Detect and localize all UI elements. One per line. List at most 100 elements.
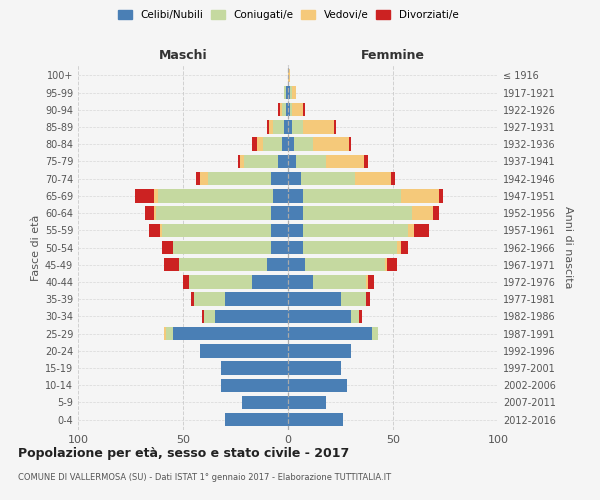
Bar <box>387 258 397 272</box>
Bar <box>305 258 385 272</box>
Bar <box>240 154 244 168</box>
Text: Femmine: Femmine <box>361 50 425 62</box>
Bar <box>292 86 296 100</box>
Bar <box>397 241 401 254</box>
Bar <box>200 344 288 358</box>
Bar <box>271 172 288 186</box>
Bar <box>200 172 208 186</box>
Bar <box>183 275 189 288</box>
Bar <box>351 310 359 323</box>
Bar <box>288 292 341 306</box>
Bar <box>164 258 179 272</box>
Bar <box>366 292 370 306</box>
Bar <box>401 189 439 202</box>
Bar <box>412 206 433 220</box>
Bar <box>158 189 274 202</box>
Bar <box>303 206 412 220</box>
Bar <box>401 241 408 254</box>
Legend: Celibi/Nubili, Coniugati/e, Vedovi/e, Divorziati/e: Celibi/Nubili, Coniugati/e, Vedovi/e, Di… <box>115 8 461 22</box>
Bar <box>154 206 155 220</box>
Bar <box>164 327 166 340</box>
Bar <box>433 206 439 220</box>
Bar <box>284 86 286 100</box>
Bar <box>173 327 288 340</box>
Bar <box>225 292 288 306</box>
Bar <box>288 224 303 237</box>
Bar <box>202 310 204 323</box>
Text: COMUNE DI VALLERMOSA (SU) - Dati ISTAT 1° gennaio 2017 - Elaborazione TUTTITALIA: COMUNE DI VALLERMOSA (SU) - Dati ISTAT 1… <box>18 472 391 482</box>
Bar <box>204 310 215 323</box>
Bar <box>288 120 292 134</box>
Bar <box>292 120 303 134</box>
Bar <box>303 103 305 117</box>
Bar <box>290 103 292 117</box>
Bar <box>238 154 240 168</box>
Y-axis label: Anni di nascita: Anni di nascita <box>563 206 572 289</box>
Bar <box>385 258 387 272</box>
Bar <box>271 224 288 237</box>
Y-axis label: Fasce di età: Fasce di età <box>31 214 41 280</box>
Text: Maschi: Maschi <box>158 50 208 62</box>
Bar <box>277 154 288 168</box>
Bar <box>295 138 313 151</box>
Bar <box>326 154 364 168</box>
Bar <box>162 241 173 254</box>
Bar <box>288 396 326 409</box>
Bar <box>208 172 271 186</box>
Bar <box>267 258 288 272</box>
Bar <box>288 327 372 340</box>
Bar <box>284 120 288 134</box>
Bar <box>288 103 290 117</box>
Bar <box>160 224 162 237</box>
Bar <box>196 172 200 186</box>
Bar <box>274 189 288 202</box>
Bar <box>267 120 269 134</box>
Bar <box>366 275 368 288</box>
Bar <box>244 154 277 168</box>
Bar <box>282 138 288 151</box>
Bar <box>257 138 263 151</box>
Bar <box>134 189 154 202</box>
Bar <box>368 275 374 288</box>
Bar <box>355 172 391 186</box>
Bar <box>221 362 288 374</box>
Bar <box>215 310 288 323</box>
Bar <box>280 103 282 117</box>
Bar <box>288 378 347 392</box>
Bar <box>288 413 343 426</box>
Bar <box>296 154 326 168</box>
Bar <box>191 292 193 306</box>
Bar <box>252 275 288 288</box>
Bar <box>286 86 288 100</box>
Bar <box>288 241 303 254</box>
Bar <box>155 206 271 220</box>
Bar <box>301 172 355 186</box>
Bar <box>288 154 296 168</box>
Bar <box>334 120 337 134</box>
Bar <box>149 224 160 237</box>
Bar <box>172 241 271 254</box>
Bar <box>288 344 351 358</box>
Bar <box>349 138 351 151</box>
Bar <box>288 138 295 151</box>
Bar <box>290 86 292 100</box>
Bar <box>221 378 288 392</box>
Bar <box>391 172 395 186</box>
Bar <box>242 396 288 409</box>
Bar <box>414 224 428 237</box>
Text: Popolazione per età, sesso e stato civile - 2017: Popolazione per età, sesso e stato civil… <box>18 448 349 460</box>
Bar <box>288 86 290 100</box>
Bar <box>145 206 154 220</box>
Bar <box>313 138 349 151</box>
Bar <box>269 120 274 134</box>
Bar <box>303 120 334 134</box>
Bar <box>193 292 225 306</box>
Bar <box>288 206 303 220</box>
Bar <box>408 224 414 237</box>
Bar <box>282 103 286 117</box>
Bar <box>359 310 362 323</box>
Bar <box>292 103 303 117</box>
Bar <box>303 241 397 254</box>
Bar <box>372 327 379 340</box>
Bar <box>288 275 313 288</box>
